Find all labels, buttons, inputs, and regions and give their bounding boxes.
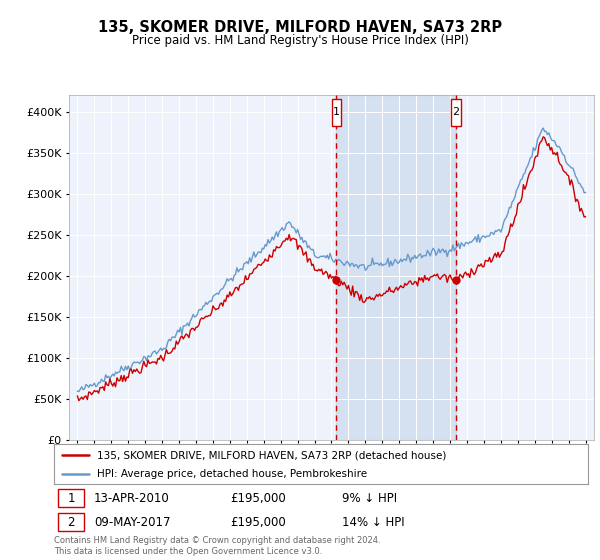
Text: 2: 2 <box>452 108 460 118</box>
Text: 13-APR-2010: 13-APR-2010 <box>94 492 170 505</box>
FancyBboxPatch shape <box>58 489 84 507</box>
Text: £195,000: £195,000 <box>230 492 286 505</box>
Text: 135, SKOMER DRIVE, MILFORD HAVEN, SA73 2RP (detached house): 135, SKOMER DRIVE, MILFORD HAVEN, SA73 2… <box>97 450 446 460</box>
FancyBboxPatch shape <box>451 99 461 126</box>
Text: Price paid vs. HM Land Registry's House Price Index (HPI): Price paid vs. HM Land Registry's House … <box>131 34 469 46</box>
Text: 1: 1 <box>67 492 75 505</box>
Text: 09-MAY-2017: 09-MAY-2017 <box>94 516 170 529</box>
Text: Contains HM Land Registry data © Crown copyright and database right 2024.
This d: Contains HM Land Registry data © Crown c… <box>54 536 380 556</box>
Bar <box>336 95 456 440</box>
FancyBboxPatch shape <box>58 514 84 531</box>
Text: 1: 1 <box>333 108 340 118</box>
Text: HPI: Average price, detached house, Pembrokeshire: HPI: Average price, detached house, Pemb… <box>97 469 367 479</box>
Text: 135, SKOMER DRIVE, MILFORD HAVEN, SA73 2RP: 135, SKOMER DRIVE, MILFORD HAVEN, SA73 2… <box>98 20 502 35</box>
FancyBboxPatch shape <box>332 99 341 126</box>
Text: 9% ↓ HPI: 9% ↓ HPI <box>343 492 397 505</box>
Text: 2: 2 <box>67 516 75 529</box>
Text: £195,000: £195,000 <box>230 516 286 529</box>
Text: 14% ↓ HPI: 14% ↓ HPI <box>343 516 405 529</box>
